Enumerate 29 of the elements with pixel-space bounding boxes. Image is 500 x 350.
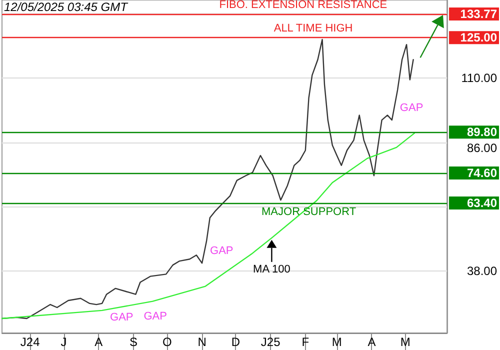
- ref-line-label: 89.80: [466, 125, 498, 140]
- y-tick-label: 86.00: [466, 140, 498, 155]
- x-tick-label: M: [400, 335, 410, 349]
- y-tick-label: 110.00: [461, 70, 498, 85]
- x-tick-label: A: [94, 335, 103, 349]
- ref-line-label: 74.60: [466, 166, 498, 180]
- x-tick-label: D: [231, 335, 240, 349]
- ref-line-label: 63.40: [466, 196, 498, 210]
- annotation: FIBO. EXTENSION RESISTANCE: [219, 0, 388, 12]
- ref-line-label: 125.00: [460, 30, 498, 45]
- x-tick-label: N: [198, 335, 206, 349]
- annotation: ALL TIME HIGH: [274, 22, 353, 35]
- annotation: GAP: [210, 245, 234, 258]
- annotation: MAJOR SUPPORT: [262, 206, 356, 218]
- x-tick-label: J24: [20, 335, 40, 349]
- x-tick-label: S: [129, 335, 138, 349]
- annotation: GAP: [144, 310, 167, 322]
- annotation: GAP: [400, 102, 424, 114]
- y-tick-label: 38.00: [466, 264, 498, 278]
- annotation: 12/05/2025 03:45 GMT: [4, 0, 130, 14]
- ref-line-label: 133.77: [460, 7, 498, 22]
- x-tick-label: A: [368, 335, 376, 349]
- x-tick-label: F: [302, 335, 310, 349]
- annotation: GAP: [110, 311, 134, 324]
- x-tick-label: J25: [260, 335, 281, 349]
- x-tick-label: M: [332, 335, 342, 349]
- x-tick-label: O: [162, 335, 172, 349]
- x-tick-label: J: [60, 335, 67, 349]
- series-label: MA 100: [253, 263, 290, 276]
